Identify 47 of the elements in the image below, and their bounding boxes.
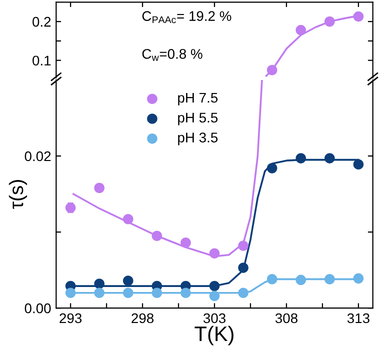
point [266, 163, 278, 174]
x-axis-title: T(K) [194, 326, 234, 346]
x-tick-label: 303 [203, 313, 226, 324]
point [296, 153, 306, 164]
point [180, 288, 191, 298]
point [238, 288, 248, 298]
point [209, 290, 220, 302]
point [324, 274, 335, 284]
annotation: C$_{w}$=0.8 % [142, 48, 202, 61]
point [152, 230, 162, 241]
point [94, 288, 104, 298]
x-tick-label: 293 [60, 313, 82, 324]
y-tick-label: 0.00 [24, 303, 51, 314]
line-series [72, 80, 263, 258]
point [209, 248, 220, 258]
point [122, 288, 134, 298]
legend-label: pH 3.5 [178, 132, 218, 146]
legend-label: pH 5.5 [178, 112, 218, 126]
point [122, 276, 134, 286]
point [65, 288, 76, 298]
y-tick-label: 0.2 [32, 16, 51, 27]
x-tick-label: 313 [347, 313, 370, 324]
point [296, 274, 306, 286]
annotation: C$_{PAAc}$= 19.2 % [142, 11, 232, 24]
point [296, 24, 306, 36]
point [266, 274, 278, 284]
point [266, 64, 278, 76]
point [94, 278, 104, 289]
point [324, 153, 335, 164]
point [238, 240, 248, 251]
point [65, 202, 76, 213]
legend-label: pH 7.5 [178, 92, 218, 106]
point [353, 159, 364, 170]
y-tick-label: 0.1 [32, 56, 51, 66]
x-tick-label: 298 [132, 313, 154, 324]
point [209, 280, 220, 292]
y-axis-title: τ(s) [8, 180, 28, 209]
point [353, 11, 364, 22]
point [94, 182, 104, 194]
point [180, 238, 191, 248]
point [122, 214, 134, 224]
x-tick-label: 308 [275, 313, 298, 324]
point [324, 16, 335, 27]
y-tick-label: 0.02 [24, 151, 51, 162]
point [238, 262, 248, 273]
point [353, 273, 364, 284]
point [152, 288, 162, 298]
